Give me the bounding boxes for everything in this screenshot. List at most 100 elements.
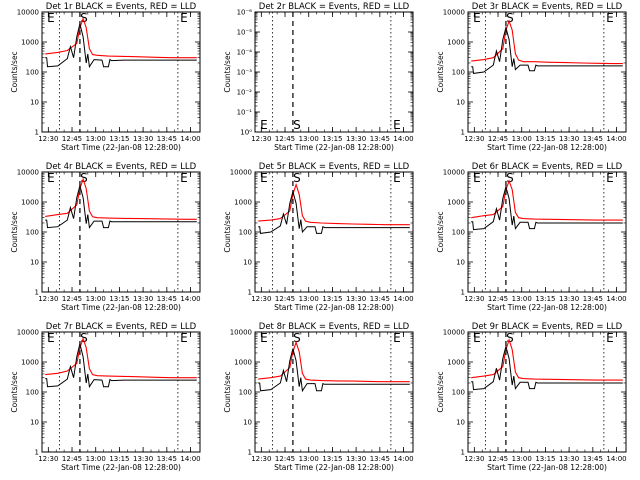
y-tick-label: 100 <box>239 389 252 397</box>
x-tick-label: 13:30 <box>346 295 366 303</box>
x-tick-label: 13:00 <box>86 135 106 143</box>
event-marker-e: E <box>393 171 401 185</box>
y-tick-label: 10000 <box>17 9 39 17</box>
y-tick-label: 10 <box>243 419 252 427</box>
event-marker-e: E <box>180 331 188 345</box>
plot-frame <box>41 11 201 133</box>
y-axis-label: Counts/sec <box>223 371 232 412</box>
x-tick-label: 12:30 <box>464 295 484 303</box>
y-axis-label: Counts/sec <box>436 211 445 252</box>
x-tick-label: 13:00 <box>299 455 319 463</box>
x-tick-label: 12:30 <box>464 135 484 143</box>
panel-7: Det 7r BLACK = Events, RED = LLD 1 10 100 10… <box>10 322 201 472</box>
x-axis-label: Start Time (22-Jan-08 12:28:00) <box>274 463 394 472</box>
y-tick-label: 10⁻⁶ <box>237 9 253 17</box>
y-tick-label: 1 <box>35 129 39 137</box>
y-tick-label: 1000 <box>447 359 465 367</box>
x-tick-label: 12:45 <box>275 455 295 463</box>
y-axis-label: Counts/sec <box>223 51 232 92</box>
y-tick-label: 10000 <box>17 329 39 337</box>
x-tick-label: 14:00 <box>393 455 413 463</box>
y-tick-label: 10 <box>30 99 39 107</box>
x-axis-label: Start Time (22-Jan-08 12:28:00) <box>487 303 607 312</box>
y-axis-label: Counts/sec <box>10 371 19 412</box>
x-tick-label: 14:00 <box>393 135 413 143</box>
event-marker-e: E <box>473 11 481 25</box>
x-tick-label: 13:15 <box>322 455 342 463</box>
event-marker-e: E <box>393 118 401 132</box>
event-marker-e: E <box>260 171 268 185</box>
events-series-line <box>471 184 623 231</box>
x-tick-label: 14:00 <box>180 295 200 303</box>
event-marker-e: E <box>47 331 55 345</box>
x-tick-label: 13:30 <box>346 455 366 463</box>
event-marker-e: E <box>393 331 401 345</box>
y-tick-label: 10⁻¹ <box>237 109 253 117</box>
plot-frame <box>467 11 627 133</box>
y-tick-label: 100 <box>452 229 465 237</box>
event-marker-s: S <box>293 118 301 132</box>
x-tick-label: 12:30 <box>251 455 271 463</box>
plot-frame <box>467 331 627 453</box>
lld-series-line <box>258 340 410 383</box>
x-tick-label: 13:15 <box>535 295 555 303</box>
event-marker-e: E <box>260 118 268 132</box>
x-tick-label: 12:45 <box>488 135 508 143</box>
event-marker-s: S <box>80 331 88 345</box>
y-tick-label: 1000 <box>234 199 252 207</box>
x-tick-label: 13:45 <box>583 135 603 143</box>
plot-frame <box>41 331 201 453</box>
x-tick-label: 13:30 <box>133 135 153 143</box>
event-marker-s: S <box>80 11 88 25</box>
events-series-line <box>45 23 197 69</box>
plot-frame <box>467 171 627 293</box>
x-tick-label: 13:45 <box>583 455 603 463</box>
y-axis-label: Counts/sec <box>10 211 19 252</box>
panel-title: Det 1r BLACK = Events, RED = LLD <box>46 2 197 12</box>
y-tick-label: 10000 <box>443 9 465 17</box>
plot-frame <box>254 331 414 453</box>
panel-title: Det 4r BLACK = Events, RED = LLD <box>46 162 197 172</box>
events-series-line <box>45 343 197 389</box>
y-tick-label: 100 <box>239 229 252 237</box>
y-tick-label: 1 <box>461 449 465 457</box>
x-tick-label: 13:30 <box>559 455 579 463</box>
event-marker-e: E <box>47 11 55 25</box>
x-axis-label: Start Time (22-Jan-08 12:28:00) <box>487 143 607 152</box>
x-tick-label: 13:15 <box>535 135 555 143</box>
x-tick-label: 13:00 <box>512 455 532 463</box>
lld-series-line <box>45 337 197 379</box>
panel-title: Det 8r BLACK = Events, RED = LLD <box>259 322 410 332</box>
x-tick-label: 13:00 <box>299 135 319 143</box>
event-marker-e: E <box>606 171 614 185</box>
x-axis-label: Start Time (22-Jan-08 12:28:00) <box>487 463 607 472</box>
y-tick-label: 1000 <box>21 359 39 367</box>
y-tick-label: 1000 <box>447 199 465 207</box>
panel-title: Det 6r BLACK = Events, RED = LLD <box>472 162 623 172</box>
x-tick-label: 13:15 <box>535 455 555 463</box>
x-tick-label: 13:15 <box>109 135 129 143</box>
x-tick-label: 12:45 <box>275 295 295 303</box>
x-tick-label: 13:45 <box>370 135 390 143</box>
x-tick-label: 13:00 <box>86 455 106 463</box>
x-tick-label: 13:45 <box>157 455 177 463</box>
y-tick-label: 1 <box>35 449 39 457</box>
panel-2: Det 2r BLACK = Events, RED = LLD 10⁰ 10⁻¹ 1… <box>223 2 414 152</box>
y-tick-label: 10 <box>30 259 39 267</box>
events-series-line <box>258 189 410 234</box>
x-tick-label: 13:30 <box>559 135 579 143</box>
x-axis-label: Start Time (22-Jan-08 12:28:00) <box>274 143 394 152</box>
events-series-line <box>45 183 197 229</box>
x-tick-label: 12:45 <box>62 295 82 303</box>
event-marker-s: S <box>506 171 514 185</box>
x-tick-label: 13:45 <box>583 295 603 303</box>
x-tick-label: 13:45 <box>370 455 390 463</box>
x-tick-label: 12:45 <box>62 455 82 463</box>
y-tick-label: 10 <box>456 259 465 267</box>
lld-series-line <box>471 179 623 221</box>
x-tick-label: 14:00 <box>180 455 200 463</box>
x-tick-label: 14:00 <box>606 295 626 303</box>
x-tick-label: 12:45 <box>275 135 295 143</box>
events-series-line <box>471 346 623 391</box>
lld-series-line <box>258 182 410 226</box>
